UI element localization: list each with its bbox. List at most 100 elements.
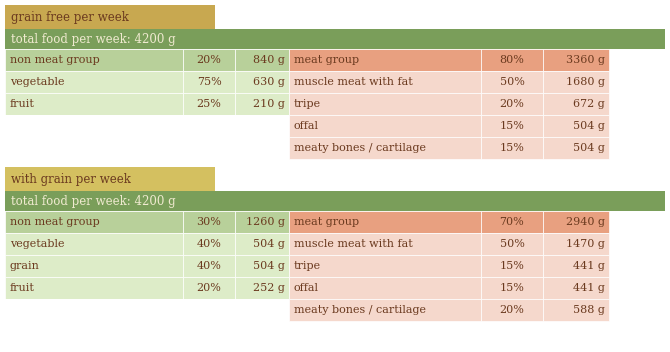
Bar — [183, 255, 235, 277]
Bar — [235, 277, 289, 299]
Bar — [543, 93, 609, 115]
Bar — [543, 233, 609, 255]
Bar — [235, 49, 289, 71]
Bar — [289, 93, 481, 115]
Bar — [543, 71, 609, 93]
Text: 40%: 40% — [196, 239, 222, 249]
Text: tripe: tripe — [294, 261, 321, 271]
Text: 252 g: 252 g — [253, 283, 285, 293]
Bar — [5, 137, 289, 159]
Bar — [481, 277, 543, 299]
Text: 3360 g: 3360 g — [566, 55, 605, 65]
Bar — [289, 277, 481, 299]
Text: 630 g: 630 g — [253, 77, 285, 87]
Text: 25%: 25% — [196, 99, 222, 109]
Bar — [183, 71, 235, 93]
Bar — [289, 211, 481, 233]
Bar — [289, 71, 481, 93]
Text: 504 g: 504 g — [253, 261, 285, 271]
Bar — [289, 49, 481, 71]
Bar — [481, 233, 543, 255]
Bar — [543, 299, 609, 321]
Bar — [183, 233, 235, 255]
Text: 20%: 20% — [196, 283, 222, 293]
Bar — [5, 299, 289, 321]
Bar — [5, 167, 215, 191]
Bar — [5, 93, 183, 115]
Text: muscle meat with fat: muscle meat with fat — [294, 77, 413, 87]
Text: 2940 g: 2940 g — [566, 217, 605, 227]
Bar — [235, 211, 289, 233]
Text: 75%: 75% — [196, 77, 221, 87]
Bar — [481, 115, 543, 137]
Text: with grain per week: with grain per week — [11, 172, 131, 186]
Text: meat group: meat group — [294, 55, 359, 65]
Bar — [289, 137, 481, 159]
Bar — [5, 5, 215, 29]
Bar — [543, 137, 609, 159]
Bar — [481, 93, 543, 115]
Bar — [543, 255, 609, 277]
Bar — [183, 49, 235, 71]
Bar — [5, 29, 665, 49]
Bar — [481, 137, 543, 159]
Text: 1680 g: 1680 g — [566, 77, 605, 87]
Text: meaty bones / cartilage: meaty bones / cartilage — [294, 305, 426, 315]
Bar — [5, 49, 183, 71]
Bar — [5, 277, 183, 299]
Text: 20%: 20% — [500, 99, 525, 109]
Text: 210 g: 210 g — [253, 99, 285, 109]
Bar — [543, 49, 609, 71]
Text: 672 g: 672 g — [574, 99, 605, 109]
Text: 504 g: 504 g — [573, 121, 605, 131]
Bar — [543, 211, 609, 233]
Text: 20%: 20% — [196, 55, 222, 65]
Bar — [289, 233, 481, 255]
Bar — [543, 115, 609, 137]
Text: 70%: 70% — [500, 217, 525, 227]
Bar — [481, 211, 543, 233]
Bar — [543, 277, 609, 299]
Text: total food per week: 4200 g: total food per week: 4200 g — [11, 195, 176, 207]
Text: 50%: 50% — [500, 239, 525, 249]
Bar — [5, 71, 183, 93]
Text: tripe: tripe — [294, 99, 321, 109]
Bar — [235, 255, 289, 277]
Text: 15%: 15% — [500, 121, 525, 131]
Text: non meat group: non meat group — [10, 217, 100, 227]
Bar — [481, 255, 543, 277]
Bar — [5, 233, 183, 255]
Text: 1260 g: 1260 g — [246, 217, 285, 227]
Text: grain: grain — [10, 261, 40, 271]
Text: grain free per week: grain free per week — [11, 11, 129, 24]
Text: 504 g: 504 g — [253, 239, 285, 249]
Bar — [5, 115, 289, 137]
Text: 588 g: 588 g — [573, 305, 605, 315]
Bar — [235, 71, 289, 93]
Text: fruit: fruit — [10, 283, 35, 293]
Bar — [183, 277, 235, 299]
Text: 50%: 50% — [500, 77, 525, 87]
Text: 441 g: 441 g — [573, 261, 605, 271]
Bar — [481, 71, 543, 93]
Text: 441 g: 441 g — [573, 283, 605, 293]
Bar — [183, 93, 235, 115]
Bar — [289, 115, 481, 137]
Text: 30%: 30% — [196, 217, 222, 227]
Text: 15%: 15% — [500, 261, 525, 271]
Text: meaty bones / cartilage: meaty bones / cartilage — [294, 143, 426, 153]
Bar — [183, 211, 235, 233]
Bar — [235, 93, 289, 115]
Bar — [5, 255, 183, 277]
Bar — [235, 233, 289, 255]
Text: total food per week: 4200 g: total food per week: 4200 g — [11, 32, 176, 45]
Text: offal: offal — [294, 121, 319, 131]
Text: 1470 g: 1470 g — [566, 239, 605, 249]
Text: non meat group: non meat group — [10, 55, 100, 65]
Bar — [481, 49, 543, 71]
Text: vegetable: vegetable — [10, 239, 64, 249]
Text: meat group: meat group — [294, 217, 359, 227]
Bar — [5, 191, 665, 211]
Text: 80%: 80% — [500, 55, 525, 65]
Text: offal: offal — [294, 283, 319, 293]
